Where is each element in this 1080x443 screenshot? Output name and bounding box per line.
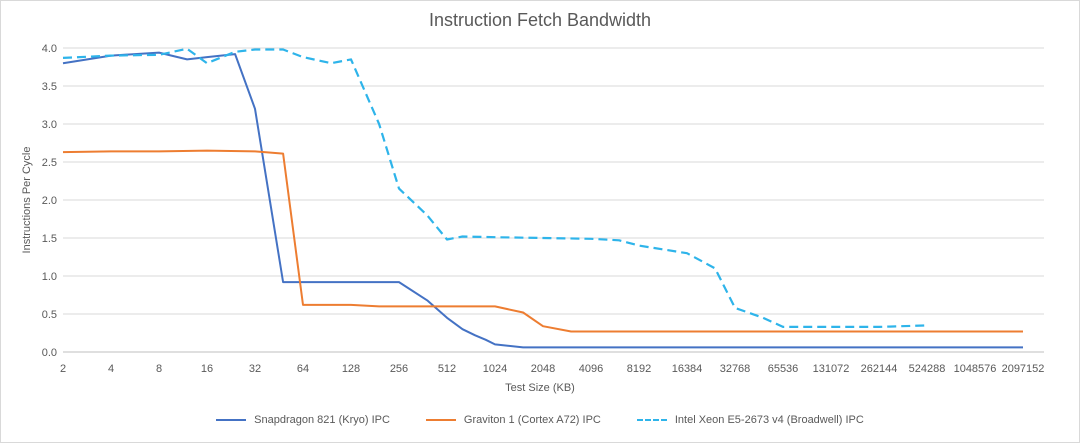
legend-label: Snapdragon 821 (Kryo) IPC (254, 414, 390, 426)
x-tick-labels: 2 4 8 16 32 64 128 256 512 1024 2048 4096 8192 16384 3… (60, 363, 1044, 375)
y-tick-label: 3.0 (42, 119, 57, 131)
x-tick-label: 1048576 (954, 363, 997, 375)
y-tick-label: 0.5 (42, 309, 57, 321)
y-tick-label: 3.5 (42, 81, 57, 93)
y-tick-label: 2.0 (42, 195, 57, 207)
x-tick-label: 4096 (579, 363, 603, 375)
legend-item-3: Intel Xeon E5-2673 v4 (Broadwell) IPC (636, 414, 864, 426)
x-tick-label: 2097152 (1002, 363, 1045, 375)
y-tick-labels: 0.0 0.5 1.0 1.5 2.0 2.5 3.0 3.5 4.0 (42, 43, 57, 359)
x-tick-label: 16 (201, 363, 213, 375)
legend-swatch (425, 419, 456, 421)
y-tick-label: 4.0 (42, 43, 57, 55)
x-tick-label: 4 (108, 363, 114, 375)
y-tick-label: 0.0 (42, 347, 57, 359)
x-tick-label: 32 (249, 363, 261, 375)
series-line-2 (62, 149, 1023, 333)
legend-swatch (216, 419, 247, 421)
x-tick-label: 128 (342, 363, 360, 375)
y-axis-label: Instructions Per Cycle (21, 147, 33, 254)
legend-item-1: Snapdragon 821 (Kryo) IPC (216, 414, 390, 426)
series-line-3 (62, 47, 928, 328)
x-tick-label: 1024 (483, 363, 507, 375)
x-tick-label: 512 (438, 363, 456, 375)
chart-title: Instruction Fetch Bandwidth (428, 10, 652, 30)
x-tick-label: 131072 (813, 363, 850, 375)
x-tick-label: 32768 (720, 363, 751, 375)
legend: Snapdragon 821 (Kryo) IPC Graviton 1 (Cor… (0, 414, 1080, 426)
x-tick-label: 262144 (861, 363, 898, 375)
gridlines (63, 47, 1044, 353)
x-tick-label: 8 (156, 363, 162, 375)
x-tick-label: 8192 (627, 363, 651, 375)
y-tick-label: 1.5 (42, 233, 57, 245)
y-tick-label: 1.0 (42, 271, 57, 283)
x-tick-label: 2048 (531, 363, 555, 375)
legend-item-2: Graviton 1 (Cortex A72) IPC (425, 414, 601, 426)
series-lines (62, 47, 1023, 349)
x-tick-label: 524288 (909, 363, 946, 375)
x-tick-label: 2 (60, 363, 66, 375)
x-tick-label: 64 (297, 363, 309, 375)
x-tick-label: 65536 (768, 363, 799, 375)
y-tick-label: 2.5 (42, 157, 57, 169)
legend-swatch (636, 419, 667, 421)
series-line-1 (62, 51, 1023, 349)
legend-label: Intel Xeon E5-2673 v4 (Broadwell) IPC (674, 414, 864, 426)
x-tick-label: 256 (390, 363, 408, 375)
x-tick-label: 16384 (672, 363, 703, 375)
x-axis-label: Test Size (KB) (505, 382, 575, 394)
legend-label: Graviton 1 (Cortex A72) IPC (463, 414, 601, 426)
